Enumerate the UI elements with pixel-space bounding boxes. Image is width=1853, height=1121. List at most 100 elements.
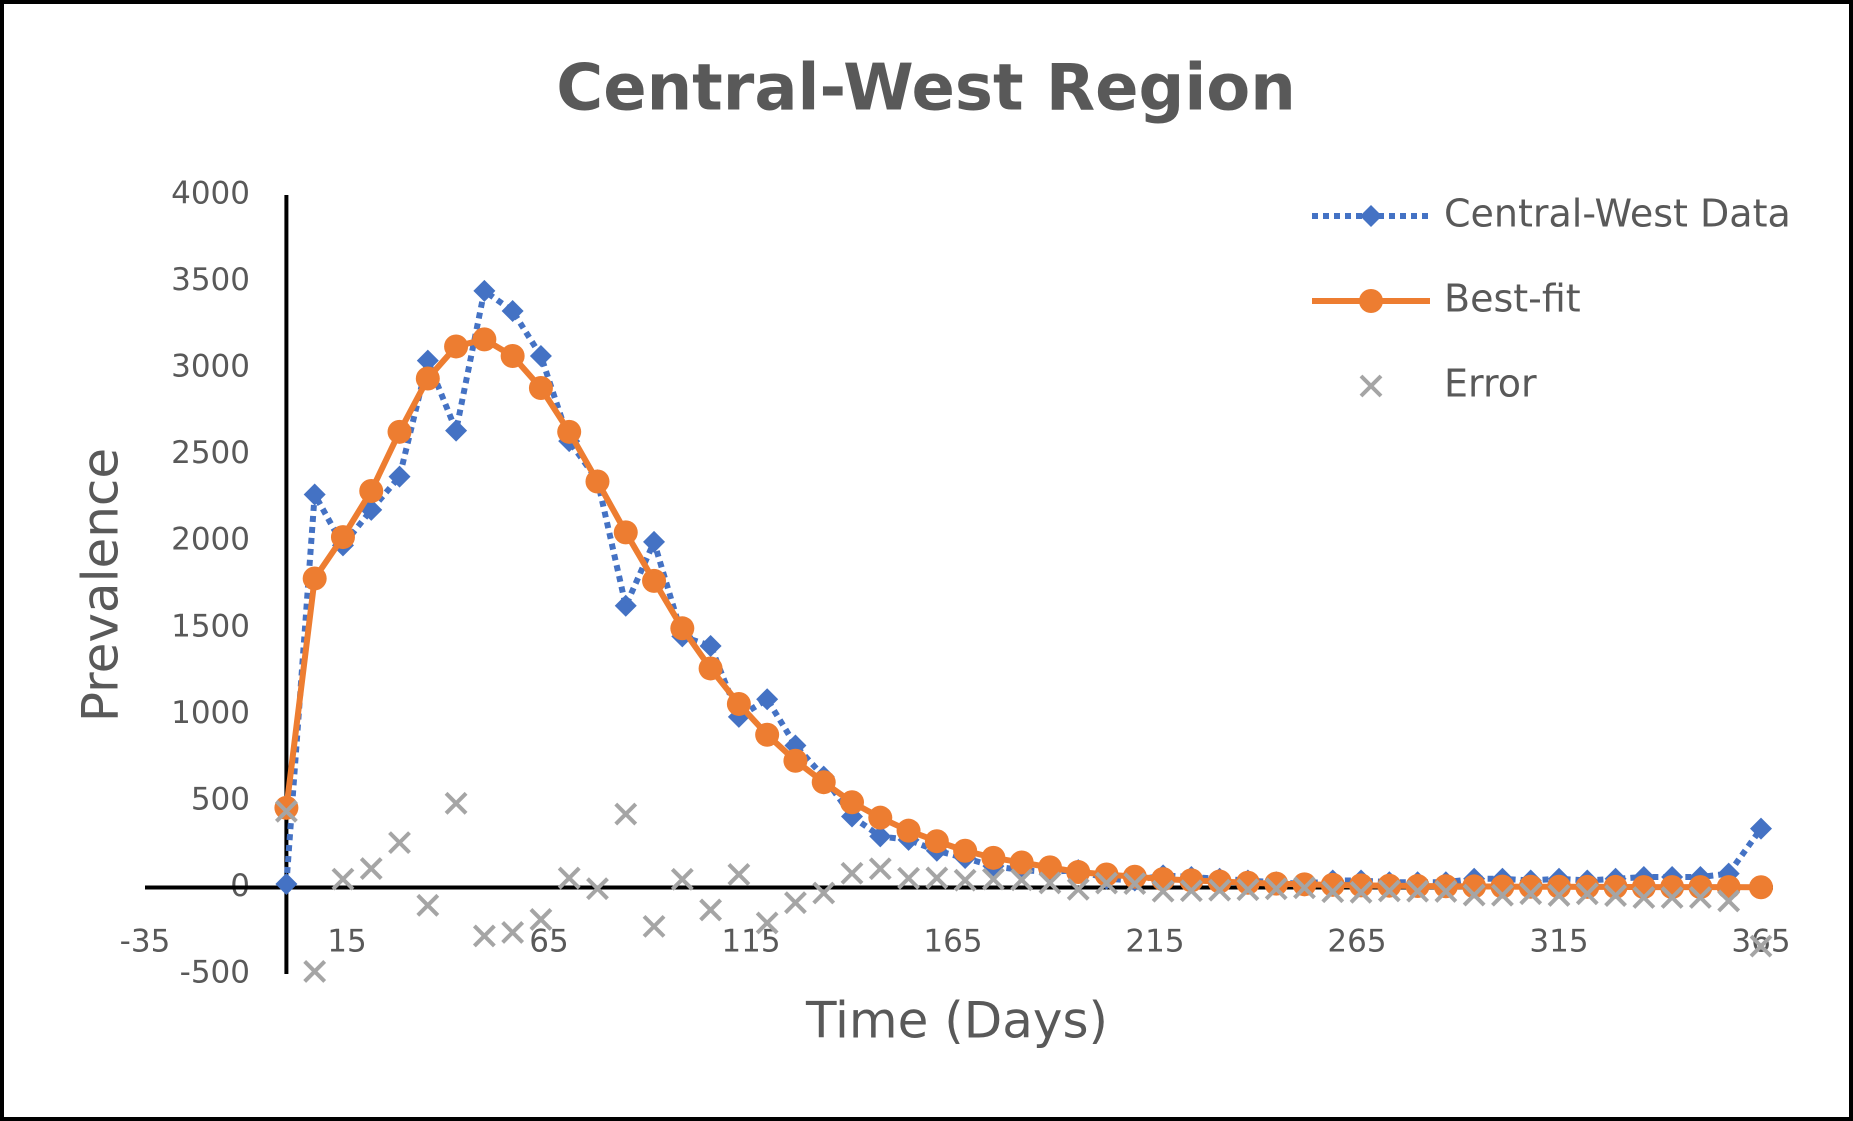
data-point [1716, 875, 1741, 900]
data-point [1462, 883, 1486, 907]
data-point [274, 799, 298, 823]
data-point [1519, 882, 1543, 906]
data-point [1462, 874, 1487, 899]
data-point [274, 795, 299, 820]
y-tick-label: 2500 [171, 435, 250, 471]
data-point [1660, 886, 1684, 909]
data-point [529, 908, 553, 931]
y-axis-title: Prevalence [72, 448, 130, 722]
x-tick-label: 165 [923, 924, 982, 960]
data-point [1603, 874, 1628, 899]
data-point [1151, 867, 1176, 892]
data-point [840, 861, 864, 885]
legend-item: Best-fit [1312, 277, 1581, 321]
data-point [840, 790, 864, 815]
data-point [1749, 934, 1773, 958]
data-point [1575, 882, 1599, 906]
data-point [1349, 880, 1373, 904]
data-point [445, 419, 468, 442]
data-point [1717, 889, 1741, 913]
data-point [275, 872, 298, 895]
data-point [331, 867, 355, 891]
data-point [1434, 880, 1458, 903]
data-point [1320, 872, 1345, 897]
data-point [726, 691, 751, 716]
data-point [388, 465, 411, 488]
data-point [642, 568, 667, 593]
data-point [699, 634, 722, 657]
data-point [359, 857, 383, 880]
y-tick-label: 2000 [171, 522, 250, 558]
data-point [613, 520, 638, 545]
data-point [1094, 862, 1119, 887]
y-tick-label: 4000 [171, 176, 250, 212]
data-point [501, 921, 525, 944]
data-point [643, 530, 666, 553]
data-point [1236, 878, 1260, 902]
data-point [897, 866, 920, 890]
data-point [784, 891, 807, 915]
data-point [1490, 874, 1515, 899]
data-point [953, 868, 977, 892]
chart-title: Central-West Region [556, 52, 1296, 126]
data-point [1264, 871, 1289, 896]
data-point [416, 349, 439, 372]
data-point [1575, 874, 1600, 899]
data-point [1151, 879, 1175, 903]
data-point [359, 479, 384, 504]
x-tick-label: 15 [327, 924, 366, 960]
data-point [1688, 886, 1712, 909]
data-point [1293, 876, 1316, 900]
data-point [755, 722, 780, 747]
data-point [1604, 884, 1627, 907]
series [274, 791, 1773, 983]
y-tick-label: 1500 [171, 608, 250, 644]
data-point [1292, 872, 1317, 897]
data-point [670, 867, 694, 891]
data-point [1066, 877, 1090, 901]
y-tick-label: 3500 [171, 262, 250, 298]
data-point [444, 334, 469, 359]
data-point [1321, 880, 1345, 904]
data-point [557, 866, 581, 890]
data-point [501, 299, 524, 322]
data-point [387, 419, 412, 444]
legend-label: Best-fit [1444, 277, 1581, 321]
data-point [614, 802, 638, 826]
data-point [528, 376, 553, 401]
data-point [727, 863, 751, 886]
data-point [303, 959, 327, 983]
data-point [1547, 883, 1571, 907]
data-point [1235, 870, 1260, 895]
legend-label: Central-West Data [1444, 192, 1791, 236]
data-point [755, 911, 779, 935]
legend-item: Error [1359, 362, 1537, 406]
data-point [1123, 872, 1147, 896]
data-point [1547, 874, 1571, 899]
legend-item: Central-West Data [1312, 192, 1791, 236]
data-point [924, 829, 949, 854]
data-point [614, 594, 637, 617]
legend-marker [1359, 289, 1383, 313]
data-point [981, 867, 1005, 891]
data-point [1066, 860, 1091, 885]
data-point [1010, 868, 1034, 892]
data-point [1491, 883, 1514, 907]
x-axis-title: Time (Days) [805, 992, 1108, 1050]
data-point [473, 279, 496, 302]
legend-marker [1359, 374, 1383, 398]
y-tick-label: 500 [191, 781, 250, 817]
data-point [812, 881, 836, 905]
data-point [1179, 879, 1203, 903]
data-point [1377, 873, 1402, 898]
data-point [953, 838, 978, 863]
data-point [1038, 871, 1062, 895]
data-point [1406, 879, 1430, 903]
data-point [698, 656, 723, 681]
data-point [1122, 864, 1147, 889]
data-point [869, 825, 892, 848]
data-point [1037, 855, 1062, 880]
data-point [642, 914, 666, 938]
